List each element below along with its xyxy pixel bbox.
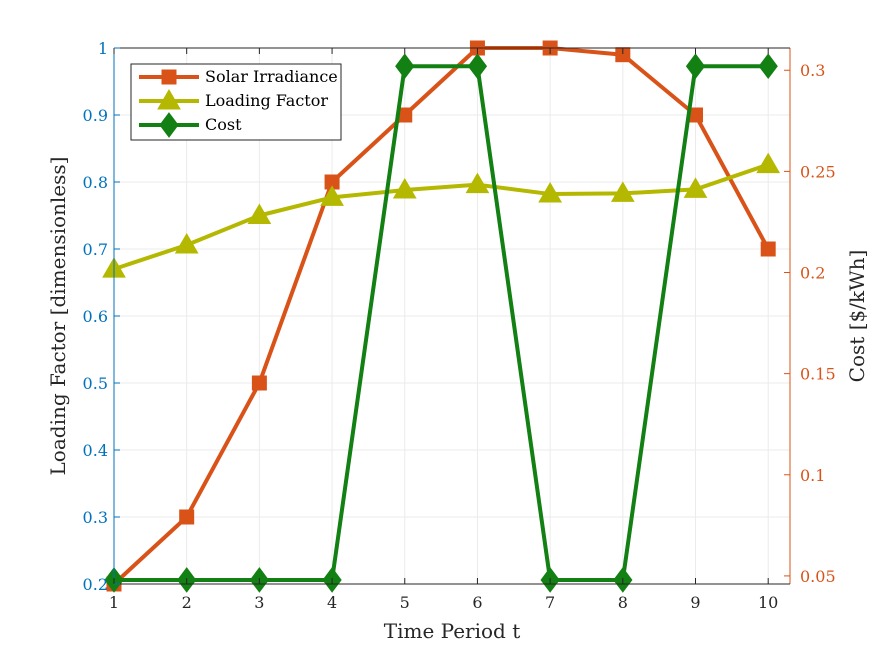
legend-label: Solar Irradiance <box>205 67 338 86</box>
x-tick-label: 1 <box>109 593 119 612</box>
series-line-cost <box>114 64 769 582</box>
y-left-tick-label: 0.6 <box>83 307 108 326</box>
y-left-tick-label: 0.4 <box>83 441 108 460</box>
data-point-loading-factor <box>683 177 708 198</box>
y-right-tick-label: 0.05 <box>800 567 836 586</box>
data-point-loading-factor <box>756 152 781 174</box>
data-point-cost <box>758 53 778 80</box>
data-point-loading-factor <box>465 172 490 194</box>
x-tick-label: 7 <box>545 593 555 612</box>
x-tick-label: 6 <box>472 593 482 612</box>
data-point-solar-irradiance <box>179 509 195 525</box>
y-left-tick-label: 0.2 <box>83 575 108 594</box>
legend-marker <box>161 69 177 85</box>
data-point-loading-factor <box>320 185 344 206</box>
legend-label: Cost <box>205 115 242 134</box>
y-left-tick-label: 0.7 <box>83 240 108 259</box>
axes <box>113 47 791 585</box>
legend-marker <box>157 89 181 110</box>
y-axis-right-label: Cost [$/kWh] <box>845 250 869 383</box>
data-point-loading-factor <box>610 181 635 202</box>
data-point-solar-irradiance <box>760 241 776 257</box>
legend-item-cost: Cost <box>139 112 242 138</box>
legend-label: Loading Factor <box>205 91 328 110</box>
y-right-tick-label: 0.15 <box>800 365 836 384</box>
data-point-loading-factor <box>538 182 562 203</box>
x-tick-label: 4 <box>327 593 337 612</box>
data-point-loading-factor <box>174 232 199 254</box>
data-point-cost <box>395 53 415 80</box>
series-layer <box>102 40 781 593</box>
legend-item-solar-irradiance: Solar Irradiance <box>139 67 338 86</box>
legend: Solar Irradiance Loading Factor Cost <box>130 63 342 141</box>
data-point-cost <box>685 53 706 80</box>
data-point-solar-irradiance <box>251 375 267 391</box>
data-point-cost <box>467 53 488 80</box>
y-right-tick-label: 0.2 <box>800 264 825 283</box>
y-left-tick-label: 0.8 <box>83 173 108 192</box>
series-line-solar-irradiance <box>112 46 770 586</box>
x-tick-label: 5 <box>400 593 410 612</box>
x-tick-label: 8 <box>618 593 628 612</box>
series-line-loading-factor <box>113 162 769 271</box>
y-left-tick-label: 0.3 <box>83 508 108 527</box>
y-right-tick-label: 0.25 <box>800 162 836 181</box>
series-loading-factor <box>102 152 781 278</box>
y-right-tick-label: 0.1 <box>800 466 825 485</box>
x-tick-label: 2 <box>182 593 192 612</box>
series-cost <box>104 53 778 593</box>
y-left-tick-label: 1 <box>98 39 108 58</box>
x-tick-label: 10 <box>758 593 778 612</box>
y-axis-left-label: Loading Factor [dimensionless] <box>46 157 70 476</box>
data-point-loading-factor <box>247 203 272 224</box>
y-left-tick-label: 0.5 <box>83 374 108 393</box>
x-tick-label: 9 <box>690 593 700 612</box>
tick-labels: 1 2 3 4 5 6 7 8 9 10 0.2 0.3 0.4 0.5 0.6 0.7 0.8 0.9 1 0.05… <box>83 39 836 612</box>
y-right-tick-label: 0.3 <box>800 61 825 80</box>
legend-item-loading-factor: Loading Factor <box>139 89 328 110</box>
y-left-tick-label: 0.9 <box>83 106 108 125</box>
x-axis-label: Time Period t <box>384 619 520 643</box>
x-tick-label: 3 <box>254 593 264 612</box>
data-point-loading-factor <box>392 178 417 199</box>
legend-marker <box>159 112 179 138</box>
